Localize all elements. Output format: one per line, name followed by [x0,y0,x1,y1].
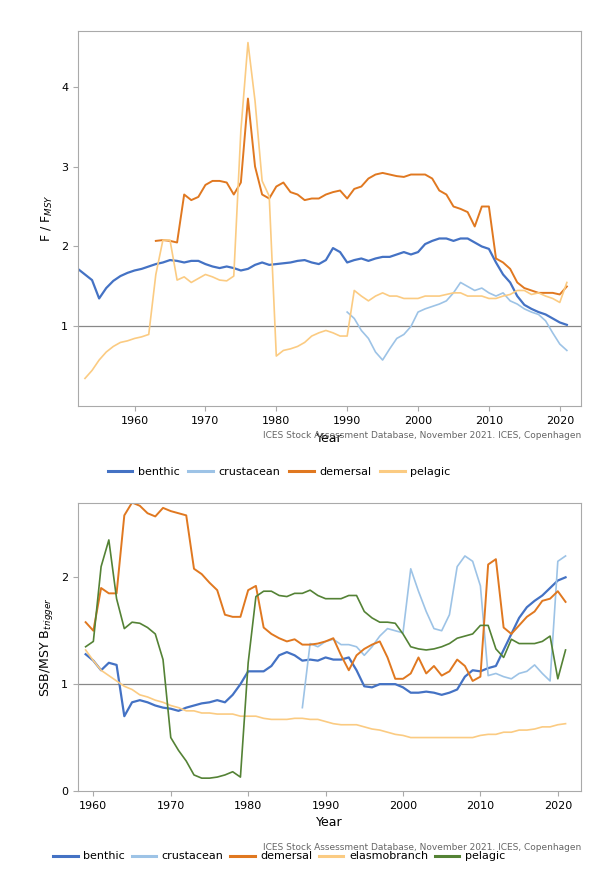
X-axis label: Year: Year [316,816,343,829]
Text: ICES Stock Assessment Database, November 2021. ICES, Copenhagen: ICES Stock Assessment Database, November… [263,431,581,440]
Y-axis label: SSB/MSY B$_{trigger}$: SSB/MSY B$_{trigger}$ [38,597,56,697]
Text: ICES Stock Assessment Database, November 2021. ICES, Copenhagen: ICES Stock Assessment Database, November… [263,843,581,852]
Legend: benthic, crustacean, demersal, elasmobranch, pelagic: benthic, crustacean, demersal, elasmobra… [49,847,510,866]
Legend: benthic, crustacean, demersal, pelagic: benthic, crustacean, demersal, pelagic [104,462,455,482]
X-axis label: Year: Year [316,432,343,445]
Y-axis label: F / F$_{MSY}$: F / F$_{MSY}$ [40,195,56,242]
